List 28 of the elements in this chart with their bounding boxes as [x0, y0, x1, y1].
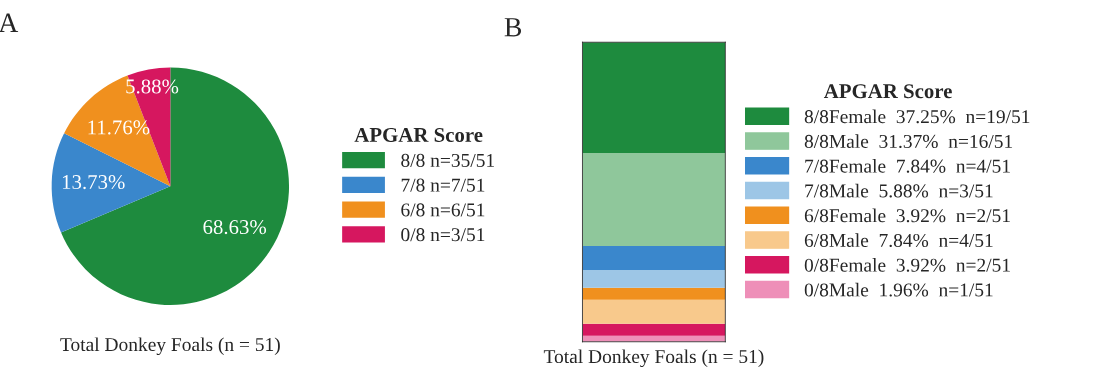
- chart-title: B: [504, 18, 522, 37]
- legend-label: 7/8Male 5.88% n=3/51: [805, 183, 993, 198]
- legend-label: 0/8Male 1.96% n=1/51: [804, 282, 993, 297]
- bar: [582, 287, 726, 300]
- legend-label: 8/8 n=35/51: [401, 153, 494, 167]
- legend-label: 6/8Female 3.92% n=2/51: [804, 208, 1010, 223]
- legend-label: 6/8Male 7.84% n=4/51: [804, 233, 993, 248]
- pie-slice: [51, 133, 171, 233]
- legend-label: 7/8Female 7.84% n=4/51: [805, 159, 1010, 173]
- bar: [582, 269, 726, 288]
- legend-label: 8/8Male 31.37% n=16/51: [804, 134, 1013, 149]
- legend-title: APGAR Score: [823, 84, 952, 99]
- pie-slice: [61, 67, 290, 305]
- bar: [582, 153, 726, 246]
- text: Total Donkey Foals (n = 51): [60, 337, 280, 356]
- data-label: 13.73%: [62, 175, 125, 190]
- x-axis-title: Total Donkey Foals (n = 51): [543, 349, 764, 368]
- bar: [582, 299, 726, 324]
- legend-title: APGAR Score: [354, 127, 483, 142]
- bar: [582, 245, 726, 270]
- legend-label: 0/8Female 3.92% n=2/51: [804, 258, 1010, 272]
- legend-label: 8/8Female 37.25% n=19/51: [804, 109, 1030, 124]
- legend-label: 6/8 n=6/51: [401, 203, 485, 217]
- legend-label: 7/8 n=7/51: [401, 178, 485, 192]
- data-label: 68.63%: [203, 220, 267, 235]
- bar: [582, 323, 726, 336]
- data-label: 11.76%: [88, 120, 150, 135]
- legend-label: 0/8 n=3/51: [401, 228, 485, 242]
